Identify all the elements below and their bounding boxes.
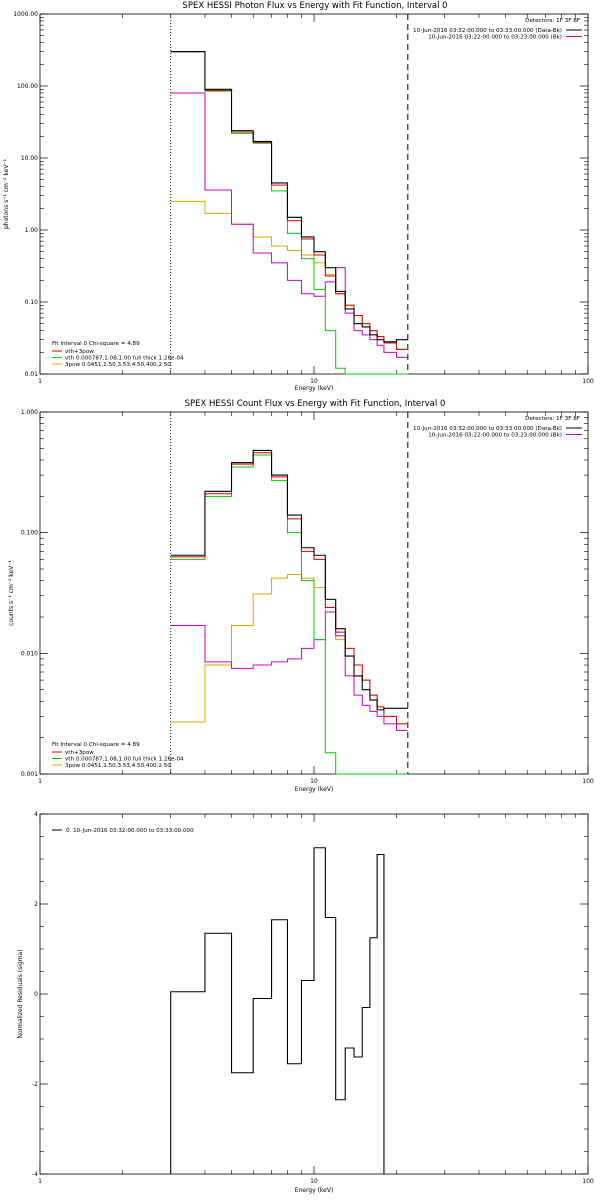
count-series-total — [170, 452, 408, 725]
photon-series-bk — [170, 92, 408, 358]
count-legend-bottom-label: vth+3pow — [65, 750, 94, 756]
photon-series — [170, 51, 408, 375]
photon-legend-bottom-label: 3pow 0.0451,1.50,3.53,4.50,400,2.50 — [65, 362, 171, 368]
photon-y-axis-label: photons s⁻¹ cm⁻² keV⁻¹ — [3, 158, 10, 229]
photon-x-ticks: 1 10 100 — [38, 14, 594, 385]
residuals-y-axis-label: Normalized Residuals (sigma) — [17, 949, 24, 1038]
residuals-y-tick-label: 0 — [34, 991, 38, 998]
count-x-tick-label: 10 — [310, 778, 318, 785]
photon-x-tick-label: 1 — [38, 378, 42, 385]
photon-x-tick-label: 100 — [582, 378, 594, 385]
photon-range-markers — [170, 14, 409, 374]
photon-y-tick-label: 1.00 — [25, 227, 39, 234]
count-x-tick-label: 100 — [582, 778, 594, 785]
photon-plot-frame — [39, 13, 589, 375]
residuals-panel: 1 10 100 -4 -2 0 2 4 Energy (keV) Normalized R… — [17, 811, 594, 1194]
photon-legend-top: 10-Jun-2016 03:32:00.000 to 03:33:00.000… — [413, 28, 582, 41]
photon-detectors-text: Detectors: 1F 3F 8F — [525, 18, 580, 24]
count-x-axis-label: Energy (keV) — [295, 786, 334, 793]
residuals-y-ticks: -4 -2 0 2 4 — [32, 811, 588, 1178]
residuals-series-data — [170, 847, 385, 1174]
photon-y-tick-label: 100.00 — [17, 83, 38, 90]
count-legend-top-label: 10-Jun-2016 03:22:00.000 to 03:23:00.000… — [428, 433, 562, 439]
photon-legend-bottom-label: vth 0.000787,1.08,1.00 full thick 1.26e-… — [65, 356, 184, 362]
count-legend-bottom-label: vth 0.000787,1.08,1.00 full thick 1.26e-… — [65, 757, 184, 763]
residuals-y-tick-label: 4 — [34, 811, 38, 818]
photon-chart-title: SPEX HESSI Photon Flux vs Energy with Fi… — [182, 1, 447, 11]
photon-y-tick-label: 0.01 — [25, 371, 39, 378]
count-y-tick-label: 0.100 — [21, 530, 38, 537]
count-flux-panel: SPEX HESSI Count Flux vs Energy with Fit… — [8, 399, 594, 793]
count-series — [170, 449, 408, 775]
count-y-tick-label: 0.001 — [21, 771, 38, 778]
photon-y-ticks: 0.01 0.10 1.00 10.00 100.00 1000.00 — [13, 11, 588, 378]
photon-legend-top-label: 10-Jun-2016 03:32:00.000 to 03:33:00.000… — [413, 28, 562, 34]
photon-series-data — [170, 51, 408, 343]
photon-x-axis-label: Energy (keV) — [295, 385, 334, 392]
count-legend-bottom-label: 3pow 0.0451,1.50,3.53,4.50,400,2.50 — [65, 763, 171, 769]
count-series-bk — [170, 611, 408, 731]
residuals-x-axis-label: Energy (keV) — [295, 1187, 334, 1194]
photon-legend-top-label: 10-Jun-2016 03:22:00.000 to 03:23:00.000… — [428, 35, 562, 41]
count-x-ticks: 1 10 100 — [38, 412, 594, 785]
photon-y-tick-label: 10.00 — [21, 155, 38, 162]
count-y-ticks: 0.001 0.010 0.100 1.000 — [21, 409, 588, 778]
residuals-series — [170, 847, 385, 1174]
photon-flux-panel: SPEX HESSI Photon Flux vs Energy with Fi… — [3, 1, 594, 392]
count-x-tick-label: 1 — [38, 778, 42, 785]
count-legend-top-label: 10-Jun-2016 03:32:00.000 to 03:33:00.000… — [413, 426, 562, 432]
photon-x-tick-label: 10 — [310, 378, 318, 385]
count-y-axis-label: counts s⁻¹ cm⁻² keV⁻¹ — [8, 560, 15, 626]
residuals-legend-label: 0. 10-Jun-2016 03:32:00.000 to 03:33:00.… — [66, 828, 194, 834]
residuals-y-tick-label: -2 — [32, 1081, 38, 1088]
count-chart-title: SPEX HESSI Count Flux vs Energy with Fit… — [185, 399, 446, 409]
residuals-x-tick-label: 10 — [310, 1178, 318, 1185]
photon-legend-bottom-label: vth+3pow — [65, 349, 94, 355]
count-series-vth — [170, 454, 408, 775]
residuals-x-tick-label: 1 — [38, 1178, 42, 1185]
residuals-legend: 0. 10-Jun-2016 03:32:00.000 to 03:33:00.… — [52, 828, 194, 834]
residuals-y-tick-label: 2 — [34, 901, 38, 908]
photon-y-tick-label: 0.10 — [25, 299, 39, 306]
residuals-x-ticks: 1 10 100 — [38, 814, 594, 1185]
photon-series-pow — [170, 200, 408, 350]
count-detectors-text: Detectors: 1F 3F 8F — [525, 416, 580, 422]
count-y-tick-label: 0.010 — [21, 650, 38, 657]
photon-y-tick-label: 1000.00 — [13, 11, 38, 18]
count-range-markers — [170, 412, 409, 774]
count-legend-top: 10-Jun-2016 03:32:00.000 to 03:33:00.000… — [413, 426, 582, 439]
photon-fit-text: Fit Interval 0 Chi-square = 4.89 — [52, 341, 140, 347]
count-fit-text: Fit Interval 0 Chi-square = 4.89 — [52, 742, 140, 748]
count-y-tick-label: 1.000 — [21, 409, 38, 416]
residuals-y-tick-label: -4 — [32, 1171, 38, 1178]
residuals-x-tick-label: 100 — [582, 1178, 594, 1185]
count-series-data — [170, 449, 408, 711]
photon-series-vth — [170, 51, 408, 375]
count-series-pow — [170, 574, 408, 725]
photon-series-total — [170, 51, 408, 350]
